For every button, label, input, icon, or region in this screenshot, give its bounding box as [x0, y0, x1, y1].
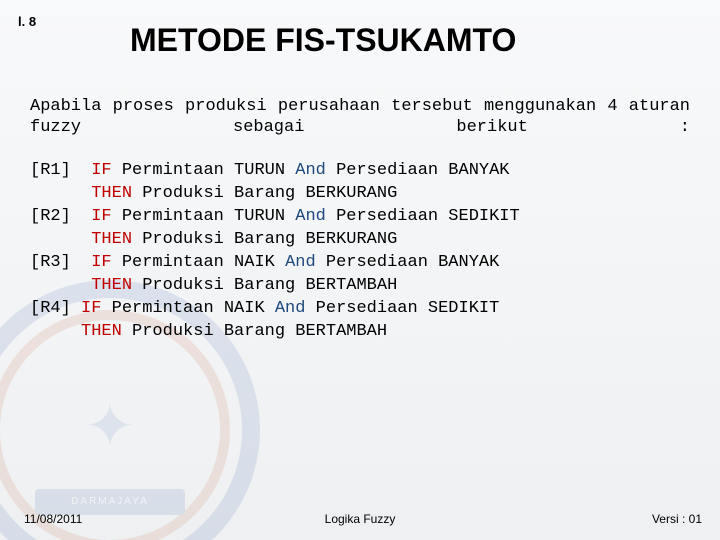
footer-center: Logika Fuzzy	[325, 512, 396, 526]
rule-then-line: THEN Produksi Barang BERTAMBAH	[30, 321, 690, 344]
intro-paragraph: Apabila proses produksi perusahaan terse…	[30, 96, 690, 139]
logo-center-glyph: ✦	[85, 392, 135, 462]
slide-number: l. 8	[18, 14, 36, 29]
keyword-and: And	[285, 253, 316, 272]
rule-if-line: [R3] IF Permintaan NAIK And Persediaan B…	[30, 252, 690, 275]
rule-if-line: [R2] IF Permintaan TURUN And Persediaan …	[30, 206, 690, 229]
slide: ✦ DARMAJAYA l. 8 METODE FIS-TSUKAMTO Apa…	[0, 0, 720, 540]
keyword-and: And	[295, 161, 326, 180]
keyword-then: THEN	[91, 184, 132, 203]
logo-inner-ring	[0, 310, 230, 540]
keyword-then: THEN	[81, 322, 122, 341]
keyword-if: IF	[91, 207, 111, 226]
rule-then-line: THEN Produksi Barang BERKURANG	[30, 229, 690, 252]
keyword-then: THEN	[91, 276, 132, 295]
footer-right: Versi : 01	[652, 512, 702, 526]
keyword-and: And	[295, 207, 326, 226]
keyword-if: IF	[91, 253, 111, 272]
slide-title: METODE FIS-TSUKAMTO	[130, 22, 650, 59]
footer-date: 11/08/2011	[24, 512, 82, 526]
rule-if-line: [R4] IF Permintaan NAIK And Persediaan S…	[30, 298, 690, 321]
keyword-and: And	[275, 299, 306, 318]
rule-if-line: [R1] IF Permintaan TURUN And Persediaan …	[30, 160, 690, 183]
keyword-if: IF	[81, 299, 101, 318]
rule-then-line: THEN Produksi Barang BERTAMBAH	[30, 275, 690, 298]
keyword-then: THEN	[91, 230, 132, 249]
rule-then-line: THEN Produksi Barang BERKURANG	[30, 183, 690, 206]
keyword-if: IF	[91, 161, 111, 180]
rules-block: [R1] IF Permintaan TURUN And Persediaan …	[30, 160, 690, 344]
